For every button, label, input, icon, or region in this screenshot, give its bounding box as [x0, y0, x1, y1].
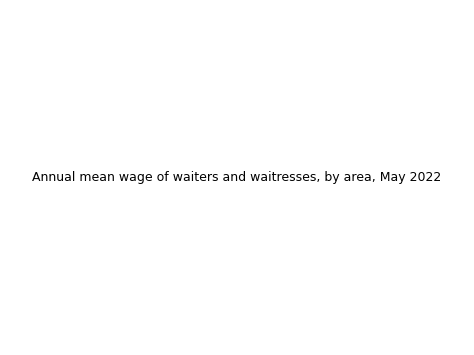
Text: Annual mean wage of waiters and waitresses, by area, May 2022: Annual mean wage of waiters and waitress… — [32, 171, 442, 184]
